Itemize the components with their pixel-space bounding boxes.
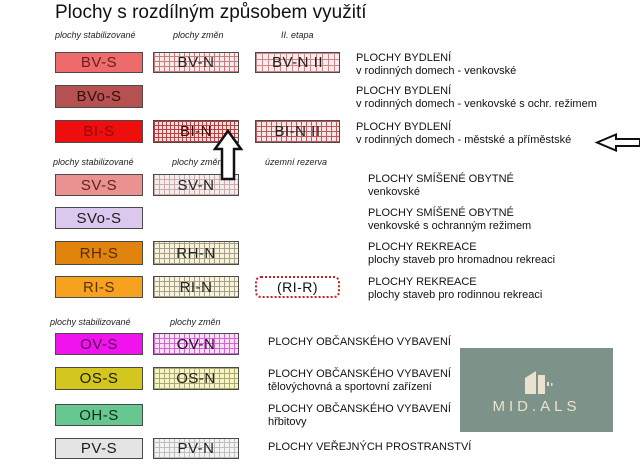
desc-bvo: PLOCHY BYDLENÍ v rodinných domech - venk… [356,85,597,110]
swatch-ov-s: OV-S [55,333,143,355]
swatch-bi-s: BI-S [55,120,143,143]
column-header-changes-2: plochy změn [172,157,223,167]
desc-ov-line1: PLOCHY OBČANSKÉHO VYBAVENÍ [268,336,451,348]
swatch-rh-s: RH-S [55,241,143,265]
desc-pv-line1: PLOCHY VEŘEJNÝCH PROSTRANSTVÍ [268,441,472,453]
swatch-bv-n-ii: BV-N II [255,52,340,73]
column-header-stabilized-1: plochy stabilizované [55,30,136,40]
watermark: MID.ALS [460,348,613,432]
desc-bvo-line2: v rodinných domech - venkovské s ochr. r… [356,97,597,110]
swatch-oh-s: OH-S [55,404,143,426]
swatch-ri-n: RI-N [153,276,239,298]
desc-bi: PLOCHY BYDLENÍ v rodinných domech - měst… [356,121,571,146]
swatch-os-n: OS-N [153,367,239,390]
desc-ov: PLOCHY OBČANSKÉHO VYBAVENÍ [268,336,451,349]
page-title: Plochy s rozdílným způsobem využití [55,2,367,23]
swatch-ov-n: OV-N [153,333,239,355]
left-arrow-icon [594,132,640,153]
swatch-svo-s: SVo-S [55,207,143,229]
swatch-bvo-s: BVo-S [55,85,143,108]
desc-bi-line2: v rodinných domech - městské a příměstsk… [356,133,572,146]
buildings-icon [524,370,552,394]
desc-os-line2: tělovýchovná a sportovní zařízení [268,380,432,393]
swatch-sv-s: SV-S [55,174,143,196]
up-arrow-icon [212,128,244,181]
desc-oh-line2: hřbitovy [268,415,307,428]
swatch-bv-n: BV-N [153,52,239,73]
column-header-changes-3: plochy změn [170,317,221,327]
column-header-stabilized-3: plochy stabilizované [50,317,131,327]
swatch-pv-s: PV-S [55,438,143,459]
column-header-stabilized-2: plochy stabilizované [53,157,134,167]
desc-ri-line2: plochy staveb pro rodinnou rekreaci [368,288,543,301]
desc-os-line1: PLOCHY OBČANSKÉHO VYBAVENÍ [268,368,451,380]
desc-rh-line2: plochy staveb pro hromadnou rekreaci [368,253,556,266]
desc-bv-line2: v rodinných domech - venkovské [356,64,517,77]
swatch-sv-n: SV-N [153,174,239,196]
desc-sv-line1: PLOCHY SMÍŠENÉ OBYTNÉ [368,173,514,185]
desc-oh: PLOCHY OBČANSKÉHO VYBAVENÍ hřbitovy [268,403,451,428]
desc-bvo-line1: PLOCHY BYDLENÍ [356,85,452,97]
desc-ri: PLOCHY REKREACE plochy staveb pro rodinn… [368,276,542,301]
desc-ri-line1: PLOCHY REKREACE [368,276,477,288]
desc-bv: PLOCHY BYDLENÍ v rodinných domech - venk… [356,52,516,77]
swatch-pv-n: PV-N [153,438,239,459]
desc-pv: PLOCHY VEŘEJNÝCH PROSTRANSTVÍ [268,441,471,454]
swatch-bv-s: BV-S [55,52,143,73]
column-header-stage2: II. etapa [281,30,314,40]
swatch-rh-n: RH-N [153,241,239,265]
swatch-os-s: OS-S [55,367,143,390]
desc-os: PLOCHY OBČANSKÉHO VYBAVENÍ tělovýchovná … [268,368,451,393]
swatch-bi-n-ii: BI-N II [255,120,340,143]
desc-sv-line2: venkovské [368,185,420,198]
desc-bi-line1: PLOCHY BYDLENÍ [356,121,452,133]
desc-svo: PLOCHY SMÍŠENÉ OBYTNÉ venkovské s ochran… [368,207,531,232]
desc-oh-line1: PLOCHY OBČANSKÉHO VYBAVENÍ [268,403,451,415]
desc-bv-line1: PLOCHY BYDLENÍ [356,52,452,64]
watermark-text: MID.ALS [492,397,581,415]
column-header-reserve: územní rezerva [265,157,328,167]
desc-svo-line1: PLOCHY SMÍŠENÉ OBYTNÉ [368,207,514,219]
desc-svo-line2: venkovské s ochranným režimem [368,219,532,232]
desc-sv: PLOCHY SMÍŠENÉ OBYTNÉ venkovské [368,173,514,198]
swatch-ri-s: RI-S [55,276,143,298]
swatch-ri-r: (RI-R) [255,276,340,298]
column-header-changes-1: plochy změn [173,30,224,40]
desc-rh-line1: PLOCHY REKREACE [368,241,477,253]
desc-rh: PLOCHY REKREACE plochy staveb pro hromad… [368,241,555,266]
swatch-bi-n: BI-N [153,120,239,143]
